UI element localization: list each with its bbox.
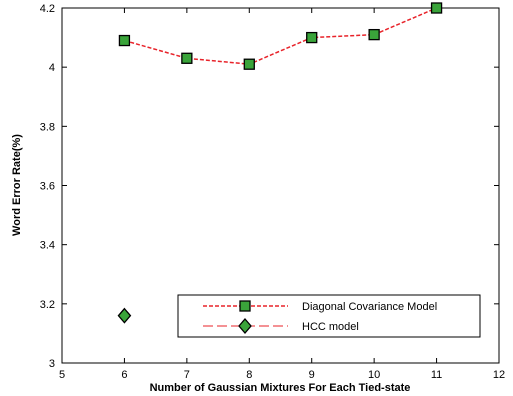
- x-tick-label: 9: [309, 369, 315, 381]
- x-axis-ticks: 5 6 7 8 9 10 11 12: [59, 8, 505, 381]
- legend-marker-hcc-diamond: [238, 318, 252, 334]
- legend-label-hcc: HCC model: [302, 321, 359, 333]
- x-tick-label: 8: [246, 369, 252, 381]
- y-tick-label: 3: [49, 358, 55, 370]
- y-tick-label: 3.8: [40, 121, 55, 133]
- y-tick-label: 4.2: [40, 3, 55, 15]
- x-tick-label: 5: [59, 369, 65, 381]
- x-tick-label: 10: [368, 369, 380, 381]
- legend-box: [177, 294, 481, 338]
- x-tick-label: 6: [121, 369, 127, 381]
- y-tick-label: 4: [49, 62, 55, 74]
- x-tick-label: 11: [431, 369, 442, 381]
- y-tick-label: 3.6: [40, 181, 55, 193]
- data-point-square: [368, 28, 380, 41]
- x-axis-title: Number of Gaussian Mixtures For Each Tie…: [150, 382, 411, 394]
- x-tick-label: 7: [184, 369, 190, 381]
- y-axis-title: Word Error Rate(%): [11, 134, 23, 236]
- legend-marker-diagonal-square: [239, 300, 251, 312]
- legend: Diagonal Covariance Model HCC model: [177, 294, 481, 338]
- data-point-square: [306, 31, 318, 44]
- data-point-square: [181, 52, 193, 64]
- y-axis-ticks: 3 3.2 3.4 3.6 3.8 4 4.2: [40, 3, 499, 370]
- data-point-square: [118, 34, 131, 47]
- data-point-diamond: [117, 307, 132, 324]
- series-line-0: [124, 7, 437, 65]
- series-layer: [117, 2, 443, 324]
- y-tick-label: 3.2: [40, 299, 55, 311]
- y-tick-label: 3.4: [40, 240, 55, 252]
- data-point-square: [430, 2, 443, 14]
- data-point-square: [243, 58, 255, 70]
- legend-label-diagonal: Diagonal Covariance Model: [302, 301, 437, 313]
- x-tick-label: 12: [493, 369, 505, 381]
